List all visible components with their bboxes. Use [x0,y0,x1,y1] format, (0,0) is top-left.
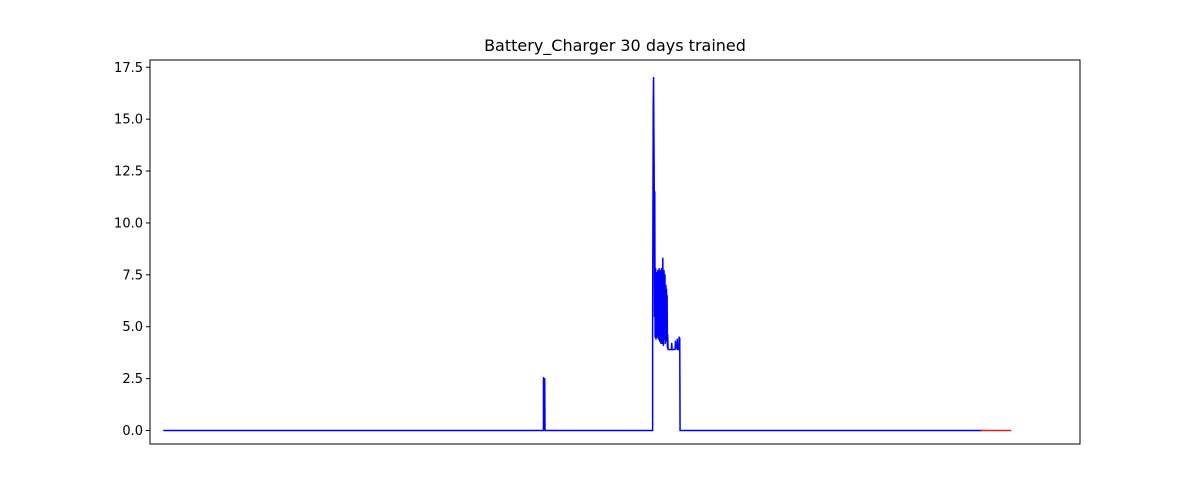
y-tick-label: 7.5 [122,268,143,283]
y-tick-label: 0.0 [122,424,143,439]
y-tick-label: 15.0 [114,113,143,128]
y-axis: 0.0 2.5 5.0 7.5 10.0 12.5 15.0 17.5 [114,61,150,439]
series-line-1 [163,76,982,432]
y-tick-label: 10.0 [114,216,143,231]
plot-area-frame [149,59,1081,445]
y-tick-label: 2.5 [122,372,143,387]
y-tick-label: 5.0 [122,320,143,335]
series-layer [163,76,1012,432]
y-tick-label: 17.5 [114,61,143,76]
chart-title: Battery_Charger 30 days trained [484,36,746,56]
y-tick-label: 12.5 [114,165,143,180]
